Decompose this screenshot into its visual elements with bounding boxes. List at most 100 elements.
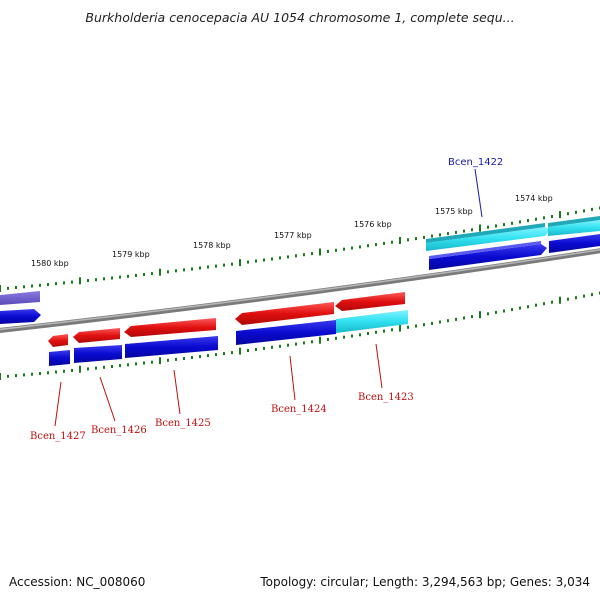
- upper-tick-minor: [391, 240, 393, 244]
- upper-tick-minor: [175, 269, 177, 273]
- upper-tick-minor: [223, 263, 225, 267]
- upper-tick-major: [0, 285, 1, 292]
- upper-tick-minor: [359, 245, 361, 249]
- lower-tick-minor: [351, 334, 353, 338]
- lower-tick-minor: [135, 362, 137, 366]
- upper-tick-minor: [583, 209, 585, 213]
- upper-tick-minor: [303, 253, 305, 257]
- kbp-label-1574: 1574 kbp: [515, 194, 553, 203]
- upper-tick-minor: [111, 276, 113, 280]
- gene-label-bcen-1422[interactable]: Bcen_1422: [448, 157, 503, 168]
- lower-tick-minor: [415, 324, 417, 328]
- lower-tick-minor: [535, 303, 537, 307]
- upper-tick-minor: [103, 277, 105, 281]
- upper-tick-minor: [119, 275, 121, 279]
- lower-tick-minor: [343, 335, 345, 339]
- lower-tick-minor: [111, 365, 113, 368]
- upper-tick-minor: [135, 273, 137, 277]
- upper-tick-minor: [567, 212, 569, 216]
- gene-bcen-1426[interactable]: [73, 328, 122, 363]
- upper-tick-minor: [527, 219, 529, 223]
- upper-tick-major: [159, 268, 161, 276]
- gene-bcen-1425[interactable]: [124, 318, 218, 358]
- upper-tick-minor: [215, 264, 217, 268]
- upper-tick-minor: [591, 207, 593, 211]
- lower-tick-minor: [271, 345, 273, 349]
- lower-tick-minor: [247, 349, 249, 352]
- gene-partial-left[interactable]: [0, 291, 41, 324]
- lower-tick-minor: [255, 348, 257, 351]
- upper-tick-minor: [407, 238, 409, 242]
- lower-tick-minor: [127, 363, 129, 367]
- upper-tick-minor: [263, 258, 265, 262]
- upper-tick-minor: [255, 259, 257, 263]
- lower-tick-minor: [303, 341, 305, 345]
- upper-tick-minor: [487, 225, 489, 229]
- upper-tick-minor: [495, 224, 497, 228]
- lower-tick-minor: [359, 333, 361, 337]
- lower-tick-minor: [199, 355, 201, 359]
- lower-tick-minor: [71, 369, 73, 372]
- lower-tick-major: [479, 311, 481, 319]
- upper-tick-minor: [551, 215, 553, 218]
- gene-label-bcen-1425[interactable]: Bcen_1425: [155, 418, 211, 429]
- upper-tick-minor: [231, 262, 233, 266]
- lower-tick-minor: [471, 315, 473, 319]
- lower-tick-minor: [295, 342, 297, 346]
- lower-tick-minor: [103, 365, 105, 369]
- gene-bcen-1422[interactable]: [426, 216, 600, 251]
- upper-tick-minor: [327, 249, 329, 253]
- upper-tick-minor: [575, 210, 577, 214]
- gene-bcen-1423[interactable]: [335, 292, 408, 333]
- lower-tick-minor: [23, 373, 25, 377]
- lower-tick-minor: [583, 294, 585, 298]
- gene-forward-block-right[interactable]: [429, 234, 600, 270]
- upper-tick-minor: [191, 267, 193, 271]
- gene-bcen-1427[interactable]: [48, 334, 70, 366]
- lower-tick-minor: [47, 371, 49, 375]
- upper-tick-minor: [39, 283, 41, 287]
- gene-label-bcen-1427[interactable]: Bcen_1427: [30, 431, 86, 442]
- lower-tick-minor: [15, 374, 17, 378]
- gene-label-bcen-1423[interactable]: Bcen_1423: [358, 392, 414, 403]
- upper-tick-minor: [447, 232, 449, 236]
- upper-tick-minor: [127, 274, 129, 278]
- accession-text: Accession: NC_008060: [9, 575, 146, 589]
- upper-tick-minor: [335, 248, 337, 252]
- lower-tick-minor: [183, 357, 185, 360]
- lower-tick-minor: [391, 328, 393, 332]
- lower-tick-minor: [335, 336, 337, 340]
- lower-tick-minor: [167, 358, 169, 362]
- lower-tick-minor: [175, 357, 177, 361]
- lower-tick-major: [0, 373, 1, 380]
- gene-label-bcen-1424[interactable]: Bcen_1424: [271, 404, 327, 415]
- lower-tick-minor: [551, 300, 553, 304]
- gene-bcen-1424[interactable]: [235, 302, 336, 345]
- lower-tick-minor: [439, 320, 441, 324]
- upper-tick-minor: [279, 256, 281, 260]
- lower-tick-minor: [311, 340, 313, 344]
- kbp-label-1579: 1579 kbp: [112, 250, 150, 259]
- upper-tick-minor: [151, 272, 153, 276]
- lower-tick-minor: [151, 360, 153, 364]
- lower-tick-minor: [495, 310, 497, 314]
- lower-tick-minor: [63, 369, 65, 373]
- upper-tick-minor: [207, 265, 209, 269]
- lower-tick-minor: [511, 308, 513, 312]
- lower-tick-minor: [143, 361, 145, 365]
- upper-tick-minor: [31, 284, 33, 288]
- lower-tick-minor: [231, 351, 233, 355]
- lower-tick-minor: [31, 372, 33, 376]
- upper-tick-minor: [295, 254, 297, 258]
- lower-tick-minor: [287, 343, 289, 347]
- upper-tick-minor: [7, 286, 9, 290]
- lower-tick-minor: [191, 356, 193, 359]
- upper-tick-minor: [63, 281, 65, 285]
- upper-tick-major: [559, 211, 561, 219]
- lower-tick-minor: [503, 309, 505, 313]
- gene-label-bcen-1426[interactable]: Bcen_1426: [91, 425, 147, 436]
- kbp-label-1576: 1576 kbp: [354, 220, 392, 229]
- lower-tick-minor: [375, 330, 377, 334]
